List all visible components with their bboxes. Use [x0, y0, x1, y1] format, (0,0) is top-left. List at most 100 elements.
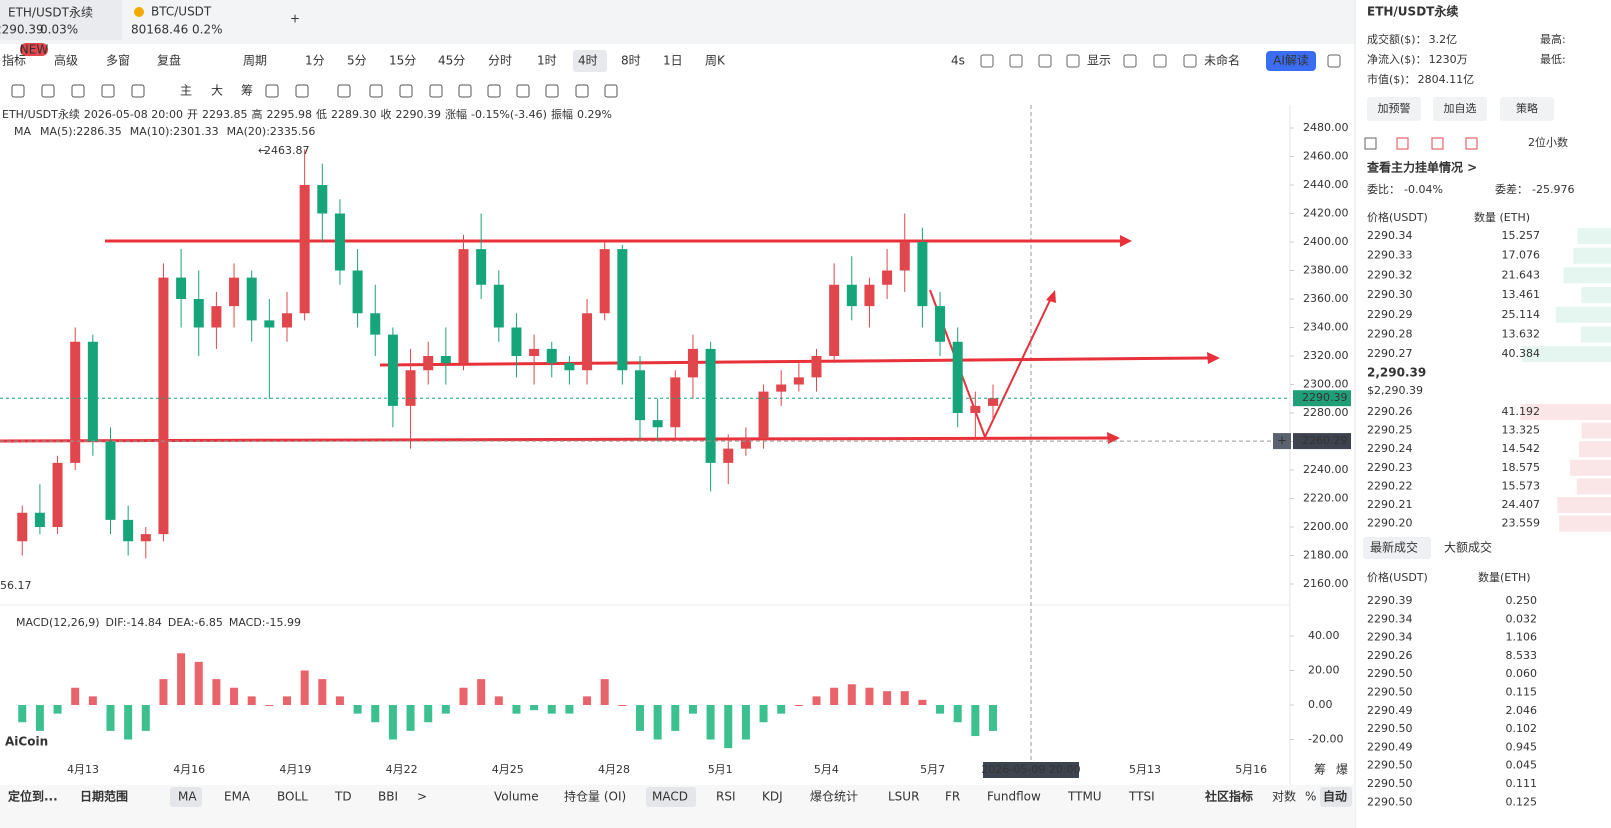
panel-button[interactable]: 策略 — [1516, 101, 1538, 115]
toolbar-icon[interactable] — [1038, 54, 1052, 68]
subchart[interactable]: Fundflow — [987, 790, 1041, 804]
interval-button[interactable]: 8时 — [621, 54, 641, 68]
tab-symbol[interactable]: BTC/USDT — [151, 5, 212, 19]
interval-button[interactable]: 15分 — [389, 54, 416, 68]
interval-button[interactable]: 周K — [705, 54, 726, 68]
trade-qty: 0.032 — [1506, 612, 1538, 625]
panel-button-bg[interactable] — [1433, 97, 1487, 121]
interval-button[interactable]: 5分 — [347, 54, 367, 68]
panel-icon[interactable] — [1431, 137, 1444, 150]
period-menu[interactable]: 周期 — [243, 54, 267, 68]
draw-icon[interactable] — [265, 84, 279, 98]
toolbar-icon[interactable] — [1123, 54, 1137, 68]
interval-button[interactable]: 1分 — [305, 54, 325, 68]
trade-tab-active[interactable] — [1363, 537, 1431, 559]
indicator[interactable]: MA — [178, 790, 197, 804]
book-price: 2290.25 — [1367, 424, 1413, 437]
axis-icon[interactable]: 筹 — [1314, 763, 1326, 777]
subchart[interactable]: MACD — [652, 790, 688, 804]
draw-icon[interactable] — [604, 84, 618, 98]
toolbar-icon[interactable] — [980, 54, 994, 68]
trade-tab[interactable]: 大额成交 — [1444, 540, 1492, 555]
toolbar-item[interactable]: 指标 — [2, 53, 26, 68]
decimals[interactable]: 2位小数 — [1528, 135, 1568, 149]
log-toggle[interactable]: 对数 — [1272, 789, 1296, 804]
draw-icon[interactable] — [337, 84, 351, 98]
ai-button[interactable]: AI解读 — [1273, 54, 1309, 68]
layout-menu[interactable]: 未命名 — [1204, 53, 1240, 68]
subchart[interactable]: KDJ — [762, 790, 783, 804]
depth-link[interactable]: 查看主力挂单情况 > — [1366, 160, 1477, 175]
add-tab[interactable]: + — [290, 12, 300, 26]
draw-tool[interactable]: 筹 — [241, 84, 253, 98]
panel-button-bg[interactable] — [1367, 97, 1421, 121]
community[interactable]: 社区指标 — [1204, 789, 1253, 804]
draw-icon[interactable] — [458, 84, 472, 98]
toolbar-item[interactable]: 复盘 — [157, 53, 181, 68]
panel-button-bg[interactable] — [1500, 97, 1554, 121]
draw-icon[interactable] — [369, 84, 383, 98]
draw-icon[interactable] — [11, 84, 25, 98]
subchart[interactable]: TTSI — [1128, 790, 1155, 804]
interval-button[interactable]: 1时 — [537, 54, 557, 68]
panel-button[interactable]: 加预警 — [1378, 101, 1411, 115]
tab-symbol[interactable]: ETH/USDT永续 — [8, 6, 93, 20]
draw-icon[interactable] — [575, 84, 589, 98]
panel-icon[interactable] — [1396, 137, 1409, 150]
locate[interactable]: 定位到... — [8, 789, 58, 804]
panel-button[interactable]: 加自选 — [1444, 102, 1477, 115]
subchart[interactable]: 爆仓统计 — [810, 790, 858, 804]
subchart[interactable]: 持仓量 (OI) — [564, 789, 626, 804]
tab-change[interactable]: 0.03% — [40, 23, 78, 37]
draw-icon[interactable] — [429, 84, 443, 98]
pct-toggle[interactable]: % — [1305, 790, 1316, 804]
draw-icon[interactable] — [101, 84, 115, 98]
subchart[interactable]: RSI — [716, 790, 736, 804]
tab-change[interactable]: 0.2% — [192, 23, 223, 37]
panel-icon[interactable] — [1364, 137, 1377, 150]
draw-icon[interactable] — [71, 84, 85, 98]
draw-icon[interactable] — [545, 84, 559, 98]
interval-button[interactable]: 4时 — [578, 54, 598, 68]
active-tab[interactable] — [0, 0, 122, 40]
toolbar-icon[interactable] — [1183, 54, 1197, 68]
tab-price[interactable]: 2290.39 — [0, 23, 44, 37]
draw-icon[interactable] — [295, 84, 309, 98]
interval-button[interactable]: 45分 — [438, 54, 465, 68]
toolbar-icon[interactable] — [1153, 54, 1167, 68]
indicator[interactable]: EMA — [224, 790, 251, 804]
toolbar-item[interactable]: 高级 — [54, 53, 78, 68]
auto-toggle[interactable]: 自动 — [1323, 789, 1347, 804]
subchart[interactable]: LSUR — [888, 790, 919, 804]
draw-tool[interactable]: 主 — [180, 84, 192, 98]
date-range[interactable]: 日期范围 — [80, 789, 128, 804]
draw-icon[interactable] — [487, 84, 501, 98]
toolbar-icon[interactable] — [1327, 54, 1341, 68]
indicator[interactable]: TD — [334, 790, 352, 804]
draw-icon[interactable] — [41, 84, 55, 98]
interval-button[interactable]: 分时 — [488, 54, 512, 68]
subchart[interactable]: Volume — [494, 790, 539, 804]
ai-button-bg[interactable] — [1266, 51, 1316, 71]
axis-icon[interactable]: 爆 — [1336, 763, 1348, 777]
toolbar-item[interactable]: 多窗 — [106, 54, 130, 68]
indicator[interactable]: BBI — [378, 790, 398, 804]
draw-icon[interactable] — [516, 84, 530, 98]
tab-price[interactable]: 80168.46 — [131, 23, 188, 37]
draw-icon[interactable] — [131, 84, 145, 98]
subchart[interactable]: FR — [945, 790, 960, 804]
draw-tool[interactable]: 大 — [211, 84, 223, 98]
toolbar-icon[interactable] — [1066, 54, 1080, 68]
draw-icon[interactable] — [399, 84, 413, 98]
trade-tab[interactable]: 最新成交 — [1370, 540, 1418, 555]
toolbar-icon[interactable] — [1009, 54, 1023, 68]
interval-button[interactable]: 1日 — [663, 54, 683, 68]
candle-body — [282, 313, 292, 328]
panel-icon[interactable] — [1465, 137, 1478, 150]
more[interactable]: > — [417, 790, 427, 804]
indicator[interactable]: BOLL — [277, 790, 308, 804]
display-menu[interactable]: 显示 — [1087, 54, 1111, 68]
subchart[interactable]: TTMU — [1067, 790, 1102, 804]
crosshair-add[interactable] — [1273, 433, 1291, 450]
refresh-rate[interactable]: 4s — [951, 54, 965, 68]
